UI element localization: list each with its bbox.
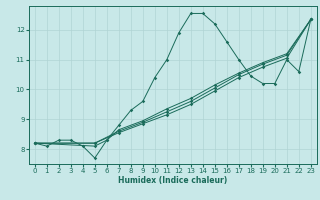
X-axis label: Humidex (Indice chaleur): Humidex (Indice chaleur): [118, 176, 228, 185]
